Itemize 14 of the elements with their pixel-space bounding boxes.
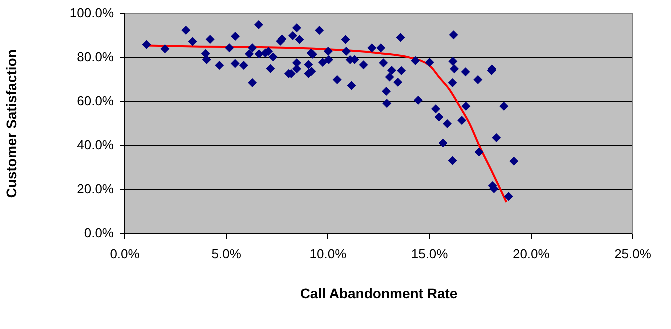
y-tick-label: 20.0% [77, 182, 114, 197]
x-tick-label: 0.0% [110, 246, 140, 262]
x-tick-label: 10.0% [310, 246, 348, 262]
y-tick-label: 60.0% [77, 93, 114, 108]
y-tick-label: 100.0% [70, 5, 114, 20]
y-tick-label: 80.0% [77, 49, 114, 64]
x-tick-label: 5.0% [212, 246, 242, 262]
x-tick-label: 20.0% [512, 246, 550, 262]
x-tick-label: 15.0% [411, 246, 449, 262]
x-tick-label: 25.0% [614, 246, 652, 262]
y-tick-label: 0.0% [84, 226, 114, 241]
y-tick-label: 40.0% [77, 138, 114, 152]
y-axis-title: Customer Satisfaction [3, 50, 20, 198]
x-axis-title: Call Abandonment Rate [300, 285, 458, 302]
